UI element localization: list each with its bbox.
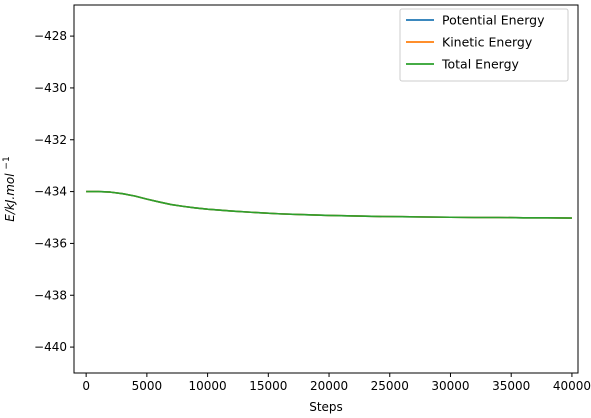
legend: Potential Energy Kinetic Energy Total Ener… [399, 8, 569, 82]
x-tick-label: 0 [82, 379, 90, 393]
legend-box [399, 8, 569, 82]
y-tick-label: −438 [34, 288, 67, 302]
x-tick-label: 15000 [249, 379, 287, 393]
x-tick-label: 5000 [132, 379, 163, 393]
legend-items: Potential Energy Kinetic Energy Total Ener… [406, 13, 545, 72]
y-tick-label: −436 [34, 236, 67, 250]
x-tick-label: 40000 [553, 379, 591, 393]
x-tick-label: 30000 [431, 379, 469, 393]
y-tick-label: −432 [34, 133, 67, 147]
y-tick-label: −430 [34, 81, 67, 95]
y-axis-ticks: −428 −430 −432 −434 −436 −438 −440 [34, 29, 74, 354]
x-tick-label: 35000 [492, 379, 530, 393]
x-tick-label: 20000 [310, 379, 348, 393]
y-tick-label: −428 [34, 29, 67, 43]
x-tick-label: 25000 [371, 379, 409, 393]
legend-label: Potential Energy [442, 13, 545, 28]
x-axis-ticks: 0 5000 10000 15000 20000 25000 30000 35000 40000 [82, 373, 591, 393]
y-axis-title: E/kJ.mol −1 [2, 156, 17, 221]
series-line-total-energy [86, 190, 572, 219]
series-lines [86, 190, 572, 219]
legend-label: Total Energy [441, 57, 520, 72]
y-tick-label: −440 [34, 340, 67, 354]
y-axis-title-base: E/kJ.mol [3, 173, 17, 222]
y-axis-title-exponent: −1 [2, 156, 12, 169]
x-tick-label: 10000 [188, 379, 226, 393]
x-axis-title: Steps [309, 400, 343, 414]
legend-label: Kinetic Energy [442, 35, 533, 50]
y-tick-label: −434 [34, 185, 67, 199]
